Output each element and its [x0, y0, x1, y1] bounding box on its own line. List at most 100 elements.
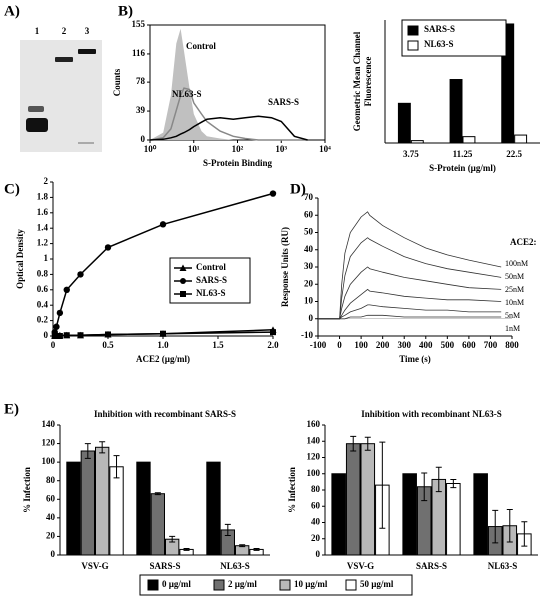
marker — [269, 190, 277, 197]
bar — [449, 79, 463, 144]
bar — [331, 473, 346, 556]
chart-title: Inhibition with recombinant SARS-S — [94, 409, 236, 419]
legend-swatch — [279, 579, 291, 591]
y-tick-label: 80 — [311, 484, 321, 494]
y-tick-label: 1.6 — [37, 207, 49, 217]
bar — [462, 136, 476, 144]
panel-label: A) — [4, 3, 20, 19]
y-tick-label: 100 — [42, 456, 56, 466]
bar — [360, 443, 376, 556]
x-tick-label: 1.0 — [157, 340, 169, 350]
y-tick-label: 0 — [141, 134, 146, 144]
y-tick-label: 40 — [304, 244, 314, 254]
y-tick-label: 40 — [46, 512, 56, 522]
error-bar — [506, 509, 513, 543]
x-tick-label: VSV-G — [347, 561, 374, 571]
series-label: 5nM — [505, 311, 520, 320]
gel-band — [26, 118, 48, 132]
legend-label: SARS-S — [424, 24, 455, 34]
y-tick-label: 20 — [304, 278, 314, 288]
bar — [206, 461, 221, 556]
series-label: 100nM — [505, 259, 528, 268]
series-label: Control — [186, 41, 216, 51]
x-tick-label: 3.75 — [403, 149, 419, 159]
y-tick-label: 1.8 — [37, 191, 49, 201]
legend-swatch — [407, 40, 419, 51]
panel-label: C) — [4, 181, 20, 197]
legend-label: 0 µg/ml — [162, 579, 191, 589]
annotation: ACE2: — [510, 237, 537, 247]
y-tick-label: 10 — [304, 296, 314, 306]
line — [318, 211, 502, 320]
bar — [402, 473, 417, 556]
lane-label: 3 — [85, 26, 90, 36]
x-tick-label: 300 — [397, 340, 411, 350]
y-tick-label: 20 — [46, 530, 56, 540]
y-tick-label: 70 — [304, 192, 314, 202]
gel-band — [28, 106, 44, 112]
legend-swatch — [147, 579, 159, 591]
y-axis-label: Fluorescence — [363, 57, 373, 107]
error-bar — [350, 435, 357, 452]
error-bar — [435, 466, 442, 493]
panel-label: D) — [290, 181, 306, 197]
marker — [270, 329, 276, 336]
bar — [446, 483, 461, 556]
x-tick-label: 10⁰ — [144, 144, 157, 154]
y-tick-label: 155 — [132, 19, 146, 29]
error-bar — [224, 523, 231, 536]
y-tick-label: 0 — [51, 549, 56, 559]
line — [318, 266, 502, 320]
x-tick-label: 0.5 — [102, 340, 114, 350]
legend-marker — [180, 278, 186, 284]
legend-swatch — [407, 25, 419, 36]
x-tick-label: -100 — [310, 340, 327, 350]
bar — [150, 493, 165, 556]
legend-label: 2 µg/ml — [228, 579, 257, 589]
chart: 0 39 78 116 155 10⁰ 10¹ 10² 10³ 10⁴ S-Protein Bind… — [112, 19, 331, 168]
series-label: NL63-S — [172, 89, 202, 99]
line — [318, 304, 502, 320]
x-tick-label: NL63-S — [488, 561, 518, 571]
gel-background — [20, 40, 102, 152]
series-label: 50nM — [505, 272, 524, 281]
y-tick-label: 140 — [307, 435, 321, 445]
panel-label: B) — [118, 3, 133, 19]
y-tick-label: 0.2 — [37, 315, 49, 325]
bar — [109, 466, 124, 556]
y-axis-label: Response Units (RU) — [280, 227, 290, 307]
bar — [66, 461, 81, 556]
x-tick-label: 500 — [441, 340, 455, 350]
panel-label: E) — [4, 401, 19, 417]
error-bar — [183, 548, 190, 551]
x-axis-label: Time (s) — [399, 354, 431, 364]
y-tick-label: 50 — [304, 227, 314, 237]
marker — [104, 244, 112, 251]
marker — [63, 286, 70, 293]
line — [149, 115, 308, 141]
series-label: SARS-S — [268, 97, 299, 107]
bar — [397, 102, 411, 144]
legend-swatch — [345, 579, 357, 591]
y-tick-label: 0 — [309, 313, 314, 323]
y-tick-label: 0 — [44, 330, 49, 340]
legend-marker — [180, 291, 186, 297]
y-tick-label: 120 — [42, 438, 56, 448]
chart: 0 20 40 60 80 100 120 140 160 Inhibition with rec… — [287, 409, 538, 571]
y-tick-label: 160 — [307, 419, 321, 429]
y-tick-label: 40 — [311, 517, 321, 527]
x-tick-label: 1.5 — [212, 340, 224, 350]
y-tick-label: 20 — [311, 533, 321, 543]
error-bar — [379, 441, 386, 529]
x-tick-label: 22.5 — [506, 149, 522, 159]
bar — [501, 23, 515, 144]
y-tick-label: 30 — [304, 261, 314, 271]
series-label: 25nM — [505, 285, 524, 294]
chart: 0 0.2 0.4 0.6 0.8 1 1.2 1.4 1.6 1.8 2 0 0.5 1.0 1.5 2.0… — [15, 176, 279, 364]
lane-label: 2 — [62, 26, 67, 36]
x-axis-label: S-Protein (µg/ml) — [429, 163, 496, 173]
y-tick-label: 60 — [311, 500, 321, 510]
series-label: 1nM — [505, 324, 520, 333]
legend-label: Control — [196, 262, 226, 272]
